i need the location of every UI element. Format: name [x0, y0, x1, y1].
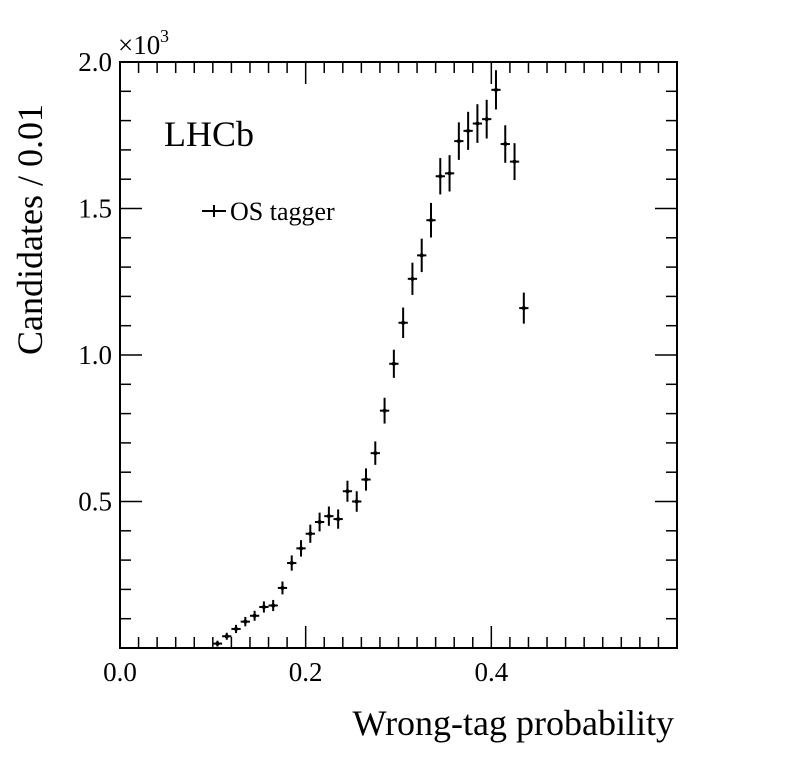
point-marker: [447, 171, 452, 176]
data-point: [277, 581, 288, 595]
data-point: [482, 99, 492, 139]
point-marker: [336, 517, 341, 522]
point-marker: [234, 626, 239, 631]
point-marker: [456, 139, 461, 144]
point-marker: [243, 619, 248, 624]
point-marker: [345, 489, 350, 494]
data-point: [287, 555, 297, 571]
data-point: [435, 158, 445, 195]
data-point: [314, 512, 325, 532]
data-point: [268, 599, 278, 612]
data-point: [305, 524, 315, 543]
y-axis-title: Candidates / 0.01: [10, 104, 50, 355]
y-multiplier-exponent: 3: [160, 26, 169, 46]
point-marker: [354, 499, 359, 504]
data-point: [231, 624, 241, 634]
data-point: [324, 506, 334, 526]
data-point: [222, 632, 232, 640]
data-point: [417, 238, 427, 273]
point-marker: [503, 142, 508, 147]
y-tick-label: 0.5: [78, 487, 112, 517]
point-marker: [308, 531, 313, 536]
point-marker: [271, 603, 276, 608]
point-marker: [466, 128, 471, 133]
data-point: [463, 111, 473, 150]
point-marker: [261, 604, 266, 609]
y-tick-label: 1.0: [78, 340, 112, 370]
point-marker: [215, 641, 220, 646]
point-marker: [512, 159, 517, 164]
point-marker: [521, 306, 526, 311]
point-marker: [391, 361, 396, 366]
point-marker: [493, 87, 498, 92]
lhcb-label: LHCb: [164, 114, 254, 154]
point-marker: [401, 320, 406, 325]
data-point: [426, 202, 436, 238]
data-points: [212, 70, 529, 647]
point-marker: [382, 408, 387, 413]
point-marker: [484, 117, 489, 122]
tick-labels: 0.0 0.2 0.4 0.5 1.0 1.5 2.0: [78, 47, 508, 687]
data-point: [472, 104, 483, 143]
data-point: [491, 70, 501, 110]
data-point: [296, 540, 306, 557]
axis-ticks: [119, 61, 678, 649]
data-point: [398, 307, 408, 339]
data-point: [259, 601, 269, 613]
x-axis-title: Wrong-tag probability: [353, 703, 674, 743]
data-point: [352, 491, 362, 512]
point-marker: [289, 561, 294, 566]
y-tick-label: 2.0: [78, 47, 112, 77]
data-point: [333, 509, 343, 529]
data-point: [379, 397, 390, 424]
data-point: [500, 125, 510, 163]
point-marker: [326, 514, 331, 519]
point-marker: [428, 218, 433, 223]
point-marker: [280, 585, 285, 590]
data-point: [509, 143, 520, 181]
y-multiplier-label: ×10: [118, 30, 160, 60]
point-marker: [419, 253, 424, 258]
data-point: [212, 640, 223, 647]
data-point: [249, 610, 260, 621]
data-point: [361, 468, 371, 491]
data-point: [454, 122, 464, 160]
data-point: [240, 616, 250, 627]
point-marker: [252, 613, 257, 618]
point-marker: [410, 276, 415, 281]
data-point: [342, 480, 353, 502]
point-marker: [373, 451, 378, 456]
x-tick-label: 0.2: [289, 657, 323, 687]
data-point: [407, 262, 418, 295]
data-point: [389, 349, 399, 378]
data-point: [519, 292, 529, 324]
point-marker: [475, 121, 480, 126]
point-marker: [317, 520, 322, 525]
data-point: [370, 441, 380, 465]
point-marker: [299, 546, 304, 551]
point-marker: [224, 634, 229, 639]
data-point: [444, 155, 455, 192]
x-tick-label: 0.4: [474, 657, 508, 687]
x-tick-label: 0.0: [103, 657, 137, 687]
legend-label-os-tagger: OS tagger: [230, 197, 335, 226]
point-marker: [438, 174, 443, 179]
y-tick-label: 1.5: [78, 194, 112, 224]
legend: OS tagger: [202, 197, 335, 226]
point-marker: [364, 477, 369, 482]
